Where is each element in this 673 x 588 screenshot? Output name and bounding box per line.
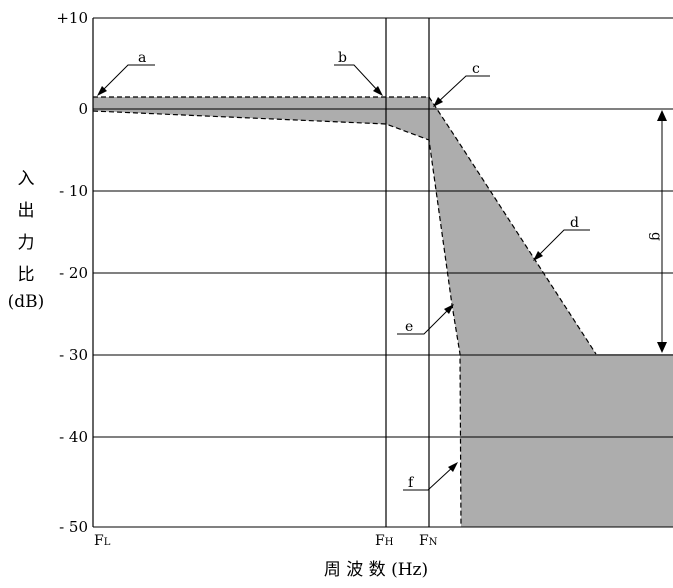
leader-e xyxy=(397,307,451,335)
y-tick-label-minus50: - 50 xyxy=(59,518,88,536)
arrowhead-d xyxy=(533,251,543,261)
y-tick-label-10: +10 xyxy=(56,9,88,27)
x-marker-fn: FN xyxy=(419,533,438,549)
y-label-unit: (dB) xyxy=(8,292,45,312)
x-markers: FL FH FN xyxy=(94,533,438,549)
annotation-f: f xyxy=(408,475,415,491)
y-label-char-2: 出 xyxy=(18,201,35,221)
annotation-a: a xyxy=(138,50,146,66)
annotation-g: g xyxy=(648,232,664,241)
leader-c xyxy=(436,75,490,104)
arrowhead-f xyxy=(448,462,458,472)
y-tick-label-minus30: - 30 xyxy=(59,346,88,364)
y-tick-label-minus10: - 10 xyxy=(59,182,88,200)
annotation-labels: a b c d e f g xyxy=(138,50,664,491)
arrowhead-b xyxy=(373,86,383,96)
y-tick-label-minus20: - 20 xyxy=(59,264,88,282)
grid-lines xyxy=(93,17,673,528)
boundaries xyxy=(92,96,597,528)
arrowhead-g-bottom xyxy=(657,342,667,353)
x-marker-fl: FL xyxy=(94,533,111,549)
leader-b xyxy=(334,64,380,93)
annotation-e: e xyxy=(405,319,413,335)
annotation-arrowheads xyxy=(97,86,667,472)
annotation-d: d xyxy=(570,215,579,231)
upper-boundary-curve xyxy=(93,96,597,355)
annotation-c: c xyxy=(472,61,480,77)
leader-a xyxy=(100,64,155,93)
y-tick-labels: +10 0 - 10 - 20 - 30 - 40 - 50 xyxy=(56,9,88,536)
lower-boundary-curve xyxy=(92,110,462,528)
annotation-b: b xyxy=(338,50,347,66)
y-tick-label-0: 0 xyxy=(78,100,88,118)
arrowhead-g-top xyxy=(657,110,667,121)
shaded-regions xyxy=(93,97,673,527)
x-marker-fh: FH xyxy=(375,533,394,549)
leader-f xyxy=(403,465,455,491)
y-label-char-4: 比 xyxy=(18,265,35,285)
y-axis-label: 入 出 力 比 (dB) xyxy=(8,169,45,312)
x-axis-label: 周 波 数 (Hz) xyxy=(324,560,428,580)
y-label-char-3: 力 xyxy=(18,233,35,253)
upper-shaded-band xyxy=(93,97,673,527)
annotation-leaders xyxy=(100,64,663,491)
vertical-lines xyxy=(92,18,430,527)
arrowhead-a xyxy=(97,86,107,96)
y-label-char-1: 入 xyxy=(18,169,35,189)
y-tick-label-minus40: - 40 xyxy=(59,428,88,446)
arrowhead-e xyxy=(444,304,454,314)
arrowhead-c xyxy=(433,97,443,107)
leader-d xyxy=(536,229,590,258)
